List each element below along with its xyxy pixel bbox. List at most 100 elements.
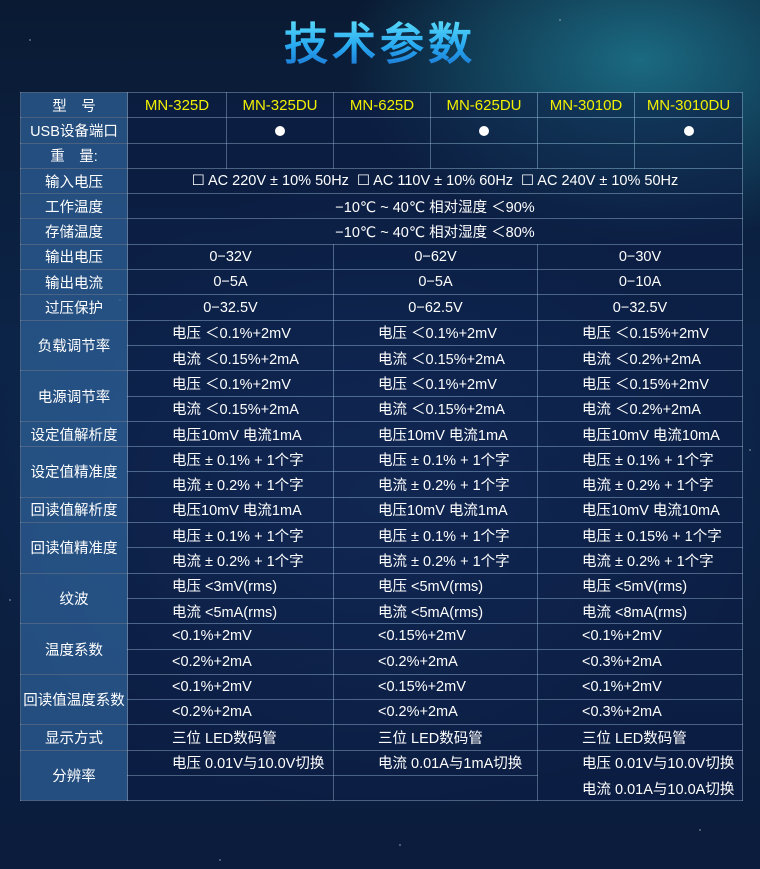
model-name: MN-3010D [537, 91, 635, 119]
spec-value: 电压 ± 0.1% + 1个字 [127, 446, 334, 473]
table-row: 电流 ＜0.15%+2mA 电流 ＜0.15%+2mA 电流 ＜0.2%+2mA [21, 344, 743, 372]
table-row: 过压保护 0−32.5V 0−62.5V 0−32.5V [20, 294, 743, 321]
table-row: 电流 <5mA(rms) 电流 <5mA(rms) 电流 <8mA(rms) [21, 597, 743, 625]
row-label: 负载调节率 [20, 319, 128, 372]
spec-value: 0−32V [127, 243, 334, 271]
spec-value: <0.1%+2mV [127, 673, 334, 701]
spec-value: 电压10mV 电流10mA [537, 420, 743, 448]
table-row: 电源调节率 电压 ＜0.1%+2mV 电压 ＜0.1%+2mV 电压 ＜0.15%+2… [20, 370, 743, 422]
spec-value: 电流 ± 0.2% + 1个字 [333, 547, 538, 574]
weight-cell [333, 142, 431, 169]
table-row: 回读值精准度 电压 ± 0.1% + 1个字 电压 ± 0.1% + 1个字 电压 ±… [20, 522, 743, 574]
input-voltage-option[interactable]: ☐ AC 220V ± 10% 50Hz [191, 173, 349, 190]
row-label: 纹波 [20, 572, 128, 625]
usb-cell [634, 117, 743, 144]
spec-value [127, 775, 334, 802]
table-row: 电流 0.01A与10.0A切换 [21, 775, 743, 802]
input-voltage-option[interactable]: ☐ AC 110V ± 10% 60Hz [356, 173, 514, 190]
spec-value: 电压10mV 电流1mA [333, 496, 538, 524]
spec-value: 电压 ＜0.1%+2mV [333, 319, 538, 346]
model-name: MN-325DU [226, 91, 334, 119]
spec-value: 电压10mV 电流10mA [537, 496, 743, 524]
spec-value: 电压 ＜0.15%+2mV [537, 370, 743, 397]
usb-cell [537, 117, 635, 144]
spec-value: 三位 LED数码管 [127, 724, 334, 751]
table-row: <0.2%+2mA <0.2%+2mA <0.3%+2mA [21, 699, 743, 726]
spec-value: 电流 ＜0.15%+2mA [333, 395, 538, 422]
row-label: 回读值解析度 [20, 496, 128, 524]
table-row: 负载调节率 电压 ＜0.1%+2mV 电压 ＜0.1%+2mV 电压 ＜0.15%+2… [20, 319, 743, 372]
row-label: 型 号 [20, 91, 128, 119]
model-name: MN-3010DU [634, 91, 743, 119]
row-label: 回读值精准度 [20, 522, 128, 574]
table-row: 电流 ± 0.2% + 1个字 电流 ± 0.2% + 1个字 电流 ± 0.2% … [21, 471, 743, 498]
header-row: 型 号 MN-325D MN-325DU MN-625D MN-625DU MN-3010… [20, 91, 743, 119]
table-row: 存储温度 −10℃ ~ 40℃ 相对湿度 ＜80% [20, 218, 743, 245]
page-title: 技术参数 [0, 8, 760, 72]
row-label: 输出电流 [20, 269, 128, 296]
row-label: 电源调节率 [20, 370, 128, 422]
spec-value: 电压 ＜0.1%+2mV [127, 319, 334, 346]
spec-value: 0−32.5V [127, 294, 334, 321]
spec-value: 电流 ± 0.2% + 1个字 [537, 471, 743, 498]
table-row: 分辨率 电压 0.01V与10.0V切换 电流 0.01A与1mA切换 电压 0.01… [20, 749, 743, 802]
row-label: 存储温度 [20, 218, 128, 245]
spec-value: 电流 <5mA(rms) [127, 597, 334, 625]
table-row: 温度系数 <0.1%+2mV <0.15%+2mV <0.1%+2mV [20, 623, 743, 675]
table-row: 重 量: [20, 142, 743, 169]
table-row: USB设备端口 [20, 117, 743, 144]
value-cell: −10℃ ~ 40℃ 相对湿度 ＜90% [127, 193, 743, 220]
spec-value: 电压 0.01V与10.0V切换 [537, 749, 743, 776]
spec-value: 电压10mV 电流1mA [333, 420, 538, 448]
spec-value: <0.2%+2mA [127, 648, 334, 675]
table-row: 设定值解析度 电压10mV 电流1mA 电压10mV 电流1mA 电压10mV 电流1… [20, 420, 743, 448]
table-row: 输出电流 0−5A 0−5A 0−10A [20, 269, 743, 296]
spec-value: 电流 ± 0.2% + 1个字 [127, 547, 334, 574]
table-row: 回读值温度系数 <0.1%+2mV <0.15%+2mV <0.1%+2mV [20, 673, 743, 726]
model-name: MN-625DU [430, 91, 538, 119]
spec-value: 电压 <3mV(rms) [127, 572, 334, 599]
weight-cell [127, 142, 227, 169]
spec-value: 电压 0.01V与10.0V切换 [127, 749, 334, 777]
spec-value: 0−32.5V [537, 294, 743, 321]
table-row: 电流 ± 0.2% + 1个字 电流 ± 0.2% + 1个字 电流 ± 0.2% … [21, 547, 743, 574]
weight-cell [430, 142, 538, 169]
spec-value: 电压 ＜0.1%+2mV [127, 370, 334, 397]
spec-value: <0.15%+2mV [333, 623, 538, 650]
spec-table: 型 号 MN-325D MN-325DU MN-625D MN-625DU MN-3010… [20, 91, 743, 802]
spec-value: <0.1%+2mV [127, 623, 334, 650]
spec-value: 电压 ± 0.1% + 1个字 [333, 522, 538, 549]
input-voltage-option[interactable]: ☐ AC 240V ± 10% 50Hz [521, 173, 679, 190]
table-row: 电流 ＜0.15%+2mA 电流 ＜0.15%+2mA 电流 ＜0.2%+2mA [21, 395, 743, 422]
table-row: 工作温度 −10℃ ~ 40℃ 相对湿度 ＜90% [20, 193, 743, 220]
spec-value: 电压10mV 电流1mA [127, 420, 334, 448]
spec-value: 三位 LED数码管 [333, 724, 538, 751]
spec-value: <0.2%+2mA [333, 699, 538, 726]
spec-value: 电流 <5mA(rms) [333, 597, 538, 625]
row-label: 设定值解析度 [20, 420, 128, 448]
weight-cell [226, 142, 334, 169]
row-label: 重 量: [20, 142, 128, 169]
spec-value: 电流 ＜0.15%+2mA [127, 395, 334, 422]
table-row: <0.2%+2mA <0.2%+2mA <0.3%+2mA [21, 648, 743, 675]
spec-value: 电流 0.01A与10.0A切换 [537, 775, 743, 802]
spec-value: 电流 <8mA(rms) [537, 597, 743, 625]
usb-cell [333, 117, 431, 144]
spec-value: <0.2%+2mA [127, 699, 334, 726]
spec-value: 电流 0.01A与1mA切换 [333, 749, 538, 777]
spec-value: 电流 ＜0.2%+2mA [537, 344, 743, 372]
table-row: 显示方式 三位 LED数码管 三位 LED数码管 三位 LED数码管 [20, 724, 743, 751]
spec-value: 电压 ± 0.1% + 1个字 [537, 446, 743, 473]
usb-cell [127, 117, 227, 144]
row-label: 输入电压 [20, 167, 128, 195]
spec-value: 电压 ± 0.1% + 1个字 [333, 446, 538, 473]
spec-value: 电流 ± 0.2% + 1个字 [127, 471, 334, 498]
row-label: 工作温度 [20, 193, 128, 220]
spec-value: 电压 ＜0.1%+2mV [333, 370, 538, 397]
table-row: 回读值解析度 电压10mV 电流1mA 电压10mV 电流1mA 电压10mV 电流1… [20, 496, 743, 524]
row-label: 温度系数 [20, 623, 128, 675]
spec-value: 0−5A [333, 269, 538, 296]
spec-value: <0.1%+2mV [537, 623, 743, 650]
spec-value: 电压 <5mV(rms) [537, 572, 743, 599]
bullet-dot-icon [683, 125, 694, 136]
